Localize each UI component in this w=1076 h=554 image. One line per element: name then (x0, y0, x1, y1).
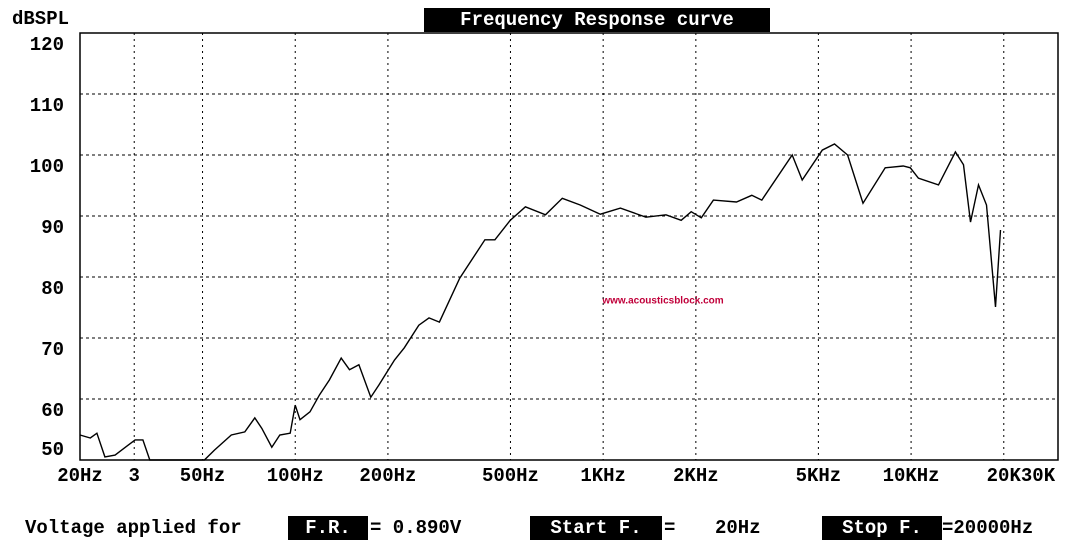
x-tick-label: 500Hz (482, 465, 539, 487)
x-tick-label: 50Hz (180, 465, 226, 487)
y-tick-label: 70 (41, 339, 64, 361)
x-tick-label: 1KHz (580, 465, 626, 487)
footer-text: 20Hz (715, 517, 761, 539)
x-tick-label: 20Hz (57, 465, 103, 487)
x-tick-label: 5KHz (796, 465, 842, 487)
chart-title: Frequency Response curve (460, 9, 734, 31)
y-tick-label: 80 (41, 278, 64, 300)
y-tick-label: 110 (30, 95, 64, 117)
y-tick-label: 120 (30, 34, 64, 56)
y-tick-label: 100 (30, 156, 64, 178)
y-axis-label: dBSPL (12, 8, 69, 30)
label-box (288, 516, 368, 540)
footer-label: Start F. (550, 517, 641, 539)
footer-label: Stop F. (842, 517, 922, 539)
title-box (424, 8, 770, 32)
x-tick-label: 2KHz (673, 465, 719, 487)
x-tick-label: 20K (987, 465, 1022, 487)
label-box (530, 516, 662, 540)
x-tick-label: 100Hz (267, 465, 324, 487)
x-tick-label: 30K (1021, 465, 1056, 487)
y-tick-label: 60 (41, 400, 64, 422)
x-tick-label: 200Hz (359, 465, 416, 487)
footer-text: = (664, 517, 675, 539)
response-line (79, 143, 1002, 461)
plot-frame (79, 32, 1059, 461)
y-tick-label: 50 (41, 439, 64, 461)
watermark: www.acousticsblock.com (601, 296, 723, 307)
footer-text: Voltage applied for (25, 517, 242, 539)
footer-text: =20000Hz (942, 517, 1033, 539)
footer-label: F.R. (305, 517, 351, 539)
x-tick-label: 10KHz (883, 465, 940, 487)
y-tick-label: 90 (41, 217, 64, 239)
x-tick-label: 3 (129, 465, 140, 487)
label-box (822, 516, 942, 540)
footer-text: = 0.890V (370, 517, 462, 539)
